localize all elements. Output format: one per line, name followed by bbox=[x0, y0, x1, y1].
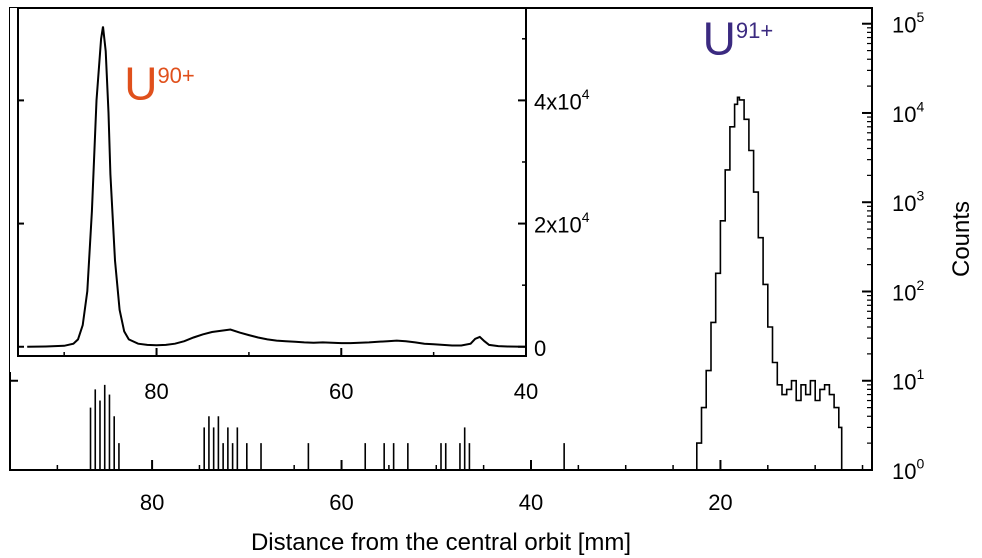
main-series-line bbox=[692, 96, 843, 471]
inset-plot-frame bbox=[17, 7, 527, 357]
main-y-tick-label: 100 bbox=[892, 456, 924, 485]
inset-y-tick-label: 2x104 bbox=[534, 209, 590, 238]
u91-annotation: U91+ bbox=[703, 13, 774, 65]
main-y-tick-label: 105 bbox=[892, 9, 924, 38]
main-y-tick-label: 103 bbox=[892, 188, 924, 217]
u90-annotation: U90+ bbox=[124, 57, 195, 109]
main-x-tick-label: 80 bbox=[140, 490, 164, 515]
main-x-axis: 80 60 40 20 bbox=[140, 460, 733, 515]
y-axis-label: Counts bbox=[948, 201, 975, 277]
main-x-tick-label: 60 bbox=[329, 490, 353, 515]
main-y-tick-label: 104 bbox=[892, 98, 924, 127]
inset-x-axis: 80 60 40 bbox=[63, 348, 538, 404]
main-event-bars bbox=[89, 384, 565, 470]
main-y-tick-label: 101 bbox=[892, 366, 924, 395]
inset-x-tick-label: 60 bbox=[329, 379, 353, 404]
inset-plot-background bbox=[10, 8, 526, 372]
x-axis-label: Distance from the central orbit [mm] bbox=[251, 529, 631, 556]
inset-series-line bbox=[27, 26, 527, 348]
inset-x-tick-label: 80 bbox=[144, 379, 168, 404]
inset-y-tick-label: 0 bbox=[534, 336, 546, 361]
main-y-axis: 100 101 102 103 104 105 bbox=[10, 9, 924, 484]
inset-x-tick-label: 40 bbox=[514, 379, 538, 404]
inset-y-tick-label: 4x104 bbox=[534, 86, 590, 115]
main-y-tick-label: 102 bbox=[892, 277, 924, 306]
main-x-tick-label: 40 bbox=[519, 490, 543, 515]
main-x-tick-label: 20 bbox=[708, 490, 732, 515]
